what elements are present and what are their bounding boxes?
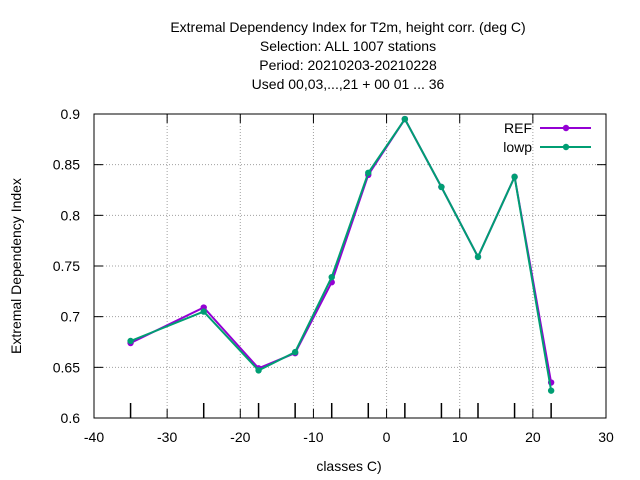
data-point-lowp	[511, 173, 518, 181]
title-line-2: Selection: ALL 1007 stations	[260, 38, 436, 54]
y-tick-label: 0.8	[61, 207, 81, 223]
x-tick-label: 10	[452, 429, 468, 445]
y-axis-label: Extremal Dependency Index	[8, 178, 24, 354]
x-tick-label: -10	[303, 429, 323, 445]
x-tick-label: 30	[598, 429, 614, 445]
data-point-lowp	[200, 308, 207, 315]
x-tick-label: 0	[383, 429, 391, 445]
legend-marker-lowp	[562, 143, 570, 151]
series-lines	[127, 115, 555, 394]
x-tick-label: -20	[230, 429, 250, 445]
x-tick-label: 20	[525, 429, 541, 445]
x-axis-label: classes C)	[316, 458, 381, 474]
data-point-lowp	[401, 115, 409, 123]
y-tick-label: 0.9	[61, 106, 81, 122]
title-line-1: Extremal Dependency Index for T2m, heigh…	[170, 19, 525, 35]
data-point-lowp	[474, 253, 482, 261]
data-point-lowp	[291, 348, 299, 356]
data-point-lowp	[328, 273, 335, 281]
plot-frame	[93, 113, 607, 419]
data-point-lowp	[365, 169, 372, 176]
title-line-3: Period: 20210203-20210228	[259, 57, 437, 73]
y-tick-label: 0.75	[53, 258, 80, 274]
y-tick-label: 0.7	[61, 309, 81, 325]
y-tick-label: 0.85	[53, 157, 80, 173]
data-point-lowp	[438, 183, 445, 191]
y-tick-label: 0.65	[53, 359, 80, 375]
data-point-lowp	[547, 387, 555, 394]
tick-labels: -40 -30 -20 -10 0 10 20 30 0.6 0.65 0.7 0.75 0.8 0.85…	[53, 106, 614, 445]
legend-label-ref: REF	[504, 120, 532, 136]
title-line-4: Used 00,03,...,21 + 00 01 ... 36	[252, 76, 445, 92]
legend-label-lowp: lowp	[503, 139, 532, 155]
legend: REF lowp	[503, 120, 591, 155]
x-tick-label: -30	[157, 429, 177, 445]
chart-title: Extremal Dependency Index for T2m, heigh…	[170, 19, 525, 92]
y-tick-label: 0.6	[61, 410, 81, 426]
x-tick-label: -40	[84, 429, 104, 445]
data-point-lowp	[127, 337, 134, 345]
data-point-lowp	[255, 367, 262, 374]
legend-marker-ref	[562, 124, 570, 132]
